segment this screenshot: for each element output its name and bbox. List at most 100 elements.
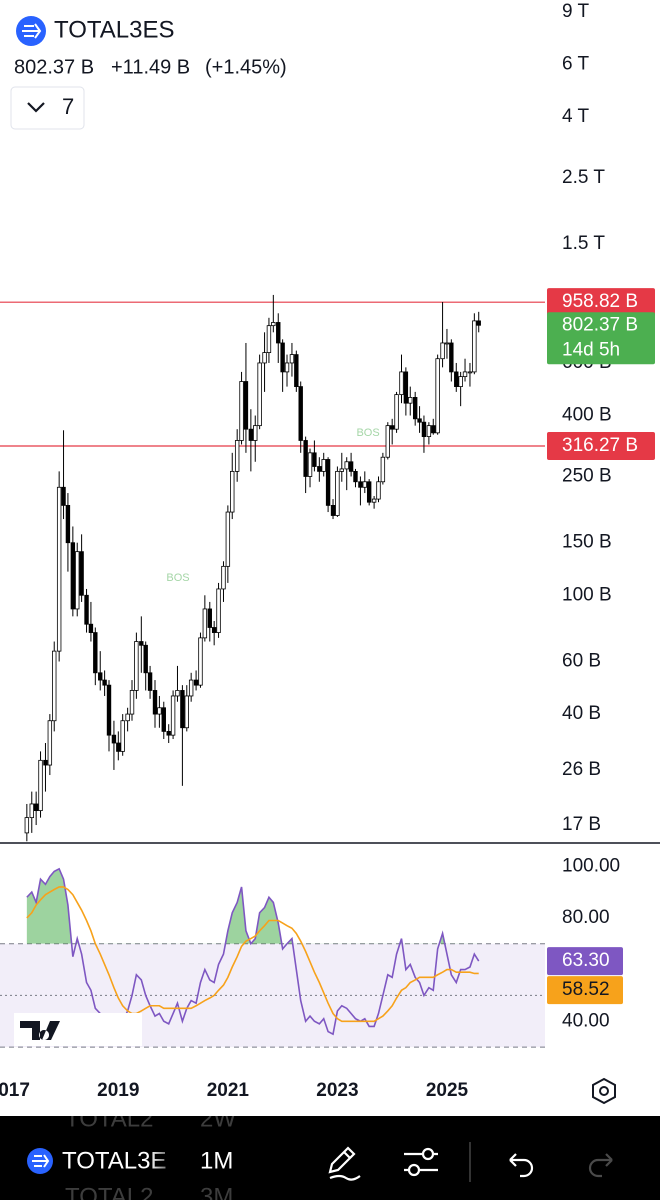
candle-body xyxy=(472,320,477,373)
candle-body xyxy=(449,342,454,373)
candle-body xyxy=(257,362,262,427)
candle-body xyxy=(335,470,340,516)
candle-body xyxy=(29,803,34,819)
candle-body xyxy=(284,362,290,373)
candle-body xyxy=(84,594,89,625)
toolbar-content: TOTAL2 2W TOTAL2 3M xyxy=(65,1105,236,1200)
rsi-line xyxy=(26,886,479,1023)
candle-body xyxy=(289,354,295,364)
candle-body xyxy=(467,371,473,374)
candle-body xyxy=(111,734,117,744)
candle-body xyxy=(353,470,358,483)
candle-body xyxy=(24,817,30,834)
chevron xyxy=(27,102,45,113)
candle-body xyxy=(180,690,185,729)
candle-body xyxy=(421,421,427,438)
price: 802.37 B xyxy=(14,56,94,78)
level-label-box xyxy=(547,288,655,317)
x-tick-label: 2023 xyxy=(316,1080,358,1101)
indicator-toggle[interactable] xyxy=(10,86,85,130)
redo-button[interactable] xyxy=(588,1153,613,1178)
candle-body xyxy=(408,397,413,404)
candle-body xyxy=(188,679,194,697)
tv-logo: PRO xyxy=(14,1013,142,1046)
candle-body xyxy=(253,425,258,441)
candle-body xyxy=(380,456,386,483)
indicator-count[interactable]: 7 xyxy=(62,94,74,119)
level-label: 316.27 B xyxy=(562,435,638,456)
candle-body xyxy=(120,720,125,752)
y-tick-label: 40 B xyxy=(562,703,601,724)
ghost-symbol-above: TOTAL2 xyxy=(65,1105,153,1132)
candle-body xyxy=(65,505,71,544)
candle-body xyxy=(476,320,481,326)
y-tick-label: 1.5 T xyxy=(562,233,605,254)
y-tick-label: 80.00 xyxy=(562,907,610,928)
x-tick-label: 2019 xyxy=(97,1080,139,1101)
candle-body xyxy=(426,425,432,438)
candle-body xyxy=(376,481,381,500)
candle-body xyxy=(43,759,48,766)
candle-body xyxy=(417,418,422,423)
indicators-button[interactable] xyxy=(404,1147,438,1177)
toolbar-interval[interactable]: 1M xyxy=(200,1147,233,1174)
y-tick-label: 150 B xyxy=(562,532,612,553)
candle-body xyxy=(462,371,468,378)
candle-body xyxy=(88,623,94,633)
settings-button[interactable] xyxy=(592,1077,616,1105)
annotation: BOS xyxy=(356,427,379,439)
candle-body xyxy=(193,679,199,686)
candle-body xyxy=(271,322,276,327)
candle-body xyxy=(366,481,372,503)
candle-body xyxy=(221,565,226,590)
candle-body xyxy=(56,486,62,652)
candle-body xyxy=(38,759,43,812)
candle-body xyxy=(303,440,308,477)
y-tick-label: 60 B xyxy=(562,651,601,672)
candle-body xyxy=(161,707,166,732)
candle-body xyxy=(175,690,180,697)
candle-body xyxy=(52,650,57,722)
candle-body xyxy=(75,551,80,610)
y-tick-label: 100 B xyxy=(562,584,612,605)
y-tick-label: 2.5 T xyxy=(562,167,605,188)
candle-body xyxy=(93,632,98,674)
candle-body xyxy=(166,730,171,736)
candle-body xyxy=(184,695,189,729)
y-tick-label: 400 B xyxy=(562,405,612,426)
candle-body xyxy=(262,352,267,364)
symbol-name[interactable]: TOTAL3ES xyxy=(54,16,175,43)
value-label-box xyxy=(547,947,623,976)
candle-body xyxy=(339,468,344,472)
price-change-pct: (+1.45%) xyxy=(205,56,287,78)
candle-body xyxy=(157,707,162,715)
value-label: 58.52 xyxy=(562,979,610,1000)
candle-body xyxy=(298,386,303,441)
candle-body xyxy=(79,551,84,596)
candle-body xyxy=(312,452,317,467)
toolbar-symbol[interactable]: TOTAL3E xyxy=(62,1147,166,1174)
candle-body xyxy=(435,358,440,434)
y-tick-label: 4 T xyxy=(562,106,590,127)
y-tick-label: 6 T xyxy=(562,53,590,74)
ghost-interval-above: 2W xyxy=(200,1105,236,1132)
candle-body xyxy=(239,381,244,441)
candle-body xyxy=(344,461,349,470)
candle-body xyxy=(385,425,390,458)
candle-body xyxy=(358,481,363,488)
undo-button[interactable] xyxy=(509,1153,534,1178)
candle-body xyxy=(207,608,212,628)
candle-body xyxy=(294,354,299,387)
price-change: +11.49 B xyxy=(111,56,190,78)
y-tick-label: 100.00 xyxy=(562,855,620,876)
draw-tool-button[interactable] xyxy=(328,1146,361,1181)
candle-body xyxy=(248,428,254,441)
ghost-symbol-below: TOTAL2 xyxy=(65,1183,153,1200)
candle-body xyxy=(243,381,249,430)
last-price-label: 802.37 B xyxy=(562,314,638,335)
annotation: BOS xyxy=(166,572,189,584)
candle-body xyxy=(458,376,463,387)
candle-body xyxy=(170,695,176,736)
